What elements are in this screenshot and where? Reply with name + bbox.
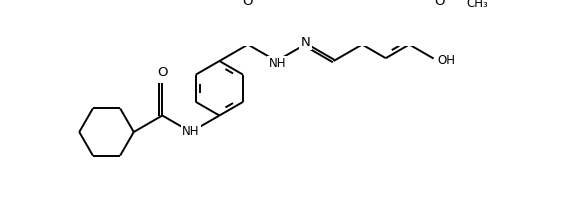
Text: NH: NH (182, 125, 200, 138)
Text: CH₃: CH₃ (466, 0, 488, 10)
Text: O: O (243, 0, 253, 8)
Text: OH: OH (437, 54, 455, 67)
Text: N: N (301, 36, 310, 49)
Text: O: O (434, 0, 445, 7)
Text: NH: NH (269, 57, 286, 70)
Text: O: O (157, 66, 167, 79)
